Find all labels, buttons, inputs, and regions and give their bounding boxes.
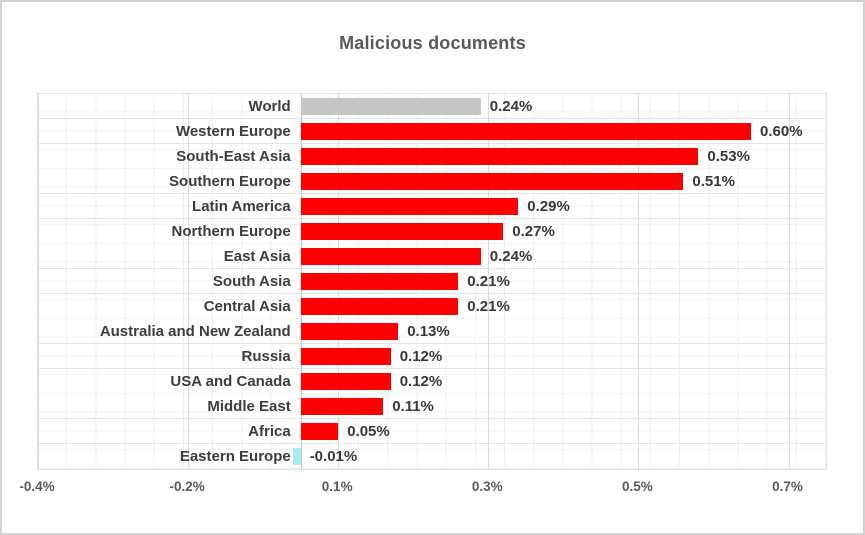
bar-row: Australia and New Zealand 0.13%	[38, 319, 826, 344]
value-label: 0.27%	[512, 223, 555, 240]
value-label: 0.24%	[489, 248, 533, 265]
bar	[300, 223, 504, 240]
value-label: 0.51%	[692, 173, 735, 190]
x-tick-label: 0.1%	[321, 479, 353, 494]
bar-row: Northern Europe 0.27%	[38, 219, 826, 244]
x-tick-label: 0.5%	[622, 479, 653, 494]
category-label: Southern Europe	[169, 173, 291, 190]
bar-row: East Asia 0.24%	[38, 244, 826, 269]
bar-row: Southern Europe 0.51%	[38, 169, 826, 194]
category-label: Western Europe	[175, 123, 291, 140]
bar-row: Central Asia 0.21%	[38, 294, 826, 319]
category-label: World	[248, 98, 291, 115]
bar	[300, 273, 459, 290]
bar-row: World 0.24%	[38, 94, 826, 119]
value-label: 0.53%	[707, 148, 750, 165]
bar	[293, 448, 301, 465]
category-label: Australia and New Zealand	[99, 323, 291, 340]
category-label: South-East Asia	[176, 148, 291, 165]
bar	[300, 173, 684, 190]
category-label: Eastern Europe	[179, 448, 291, 465]
bar	[300, 298, 459, 315]
value-label: 0.21%	[467, 298, 510, 315]
category-label: Latin America	[192, 198, 291, 215]
bar-row: Russia 0.12%	[38, 344, 826, 369]
bar	[300, 198, 519, 215]
x-tick-label: -0.4%	[19, 479, 55, 494]
value-label: 0.11%	[392, 398, 434, 415]
x-axis: -0.4% -0.2% 0.1% 0.3% 0.5% 0.7%	[19, 479, 825, 499]
x-tick-label: 0.7%	[772, 479, 803, 494]
value-label: 0.12%	[399, 348, 443, 365]
category-label: Central Asia	[203, 298, 291, 315]
category-label: Russia	[241, 348, 291, 365]
vertical-gridline	[38, 94, 39, 469]
value-label: 0.13%	[407, 323, 450, 340]
vertical-gridline	[488, 94, 490, 469]
category-label: South Asia	[212, 273, 291, 290]
vertical-gridline	[188, 94, 190, 469]
bar	[300, 148, 699, 165]
value-label: 0.29%	[527, 198, 570, 215]
vertical-gridline	[638, 94, 640, 469]
category-label: Northern Europe	[171, 223, 291, 240]
bar	[300, 348, 391, 365]
category-label: USA and Canada	[170, 373, 291, 390]
bar-row: South Asia 0.21%	[38, 269, 826, 294]
bar-row: Africa 0.05%	[38, 419, 826, 444]
value-label: -0.01%	[309, 448, 358, 465]
bar	[300, 373, 391, 390]
bar	[300, 98, 481, 115]
x-tick-label: -0.2%	[169, 479, 205, 494]
vertical-gridline	[788, 94, 790, 469]
plot-area: World 0.24% Western Europe 0.60% South-East …	[37, 93, 827, 470]
value-label: 0.12%	[399, 373, 443, 390]
bar-row: USA and Canada 0.12%	[38, 369, 826, 394]
bar-row: Latin America 0.29%	[38, 194, 826, 219]
bar-row: Eastern Europe -0.01%	[38, 444, 826, 469]
bar-row: Middle East 0.11%	[38, 394, 826, 419]
category-label: Middle East	[207, 398, 291, 415]
category-label: East Asia	[223, 248, 291, 265]
value-label: 0.05%	[347, 423, 390, 440]
category-label: Africa	[248, 423, 291, 440]
bar	[300, 423, 339, 440]
x-tick-label: 0.3%	[471, 479, 503, 494]
value-label: 0.24%	[489, 98, 533, 115]
bar	[300, 398, 384, 415]
chart-title: Malicious documents	[339, 33, 526, 53]
value-label: 0.21%	[467, 273, 510, 290]
value-label: 0.60%	[760, 123, 803, 140]
bar	[300, 323, 399, 340]
bar-row: Western Europe 0.60%	[38, 119, 826, 144]
bar	[300, 248, 481, 265]
bar	[300, 123, 751, 140]
bar-row: South-East Asia 0.53%	[38, 144, 826, 169]
